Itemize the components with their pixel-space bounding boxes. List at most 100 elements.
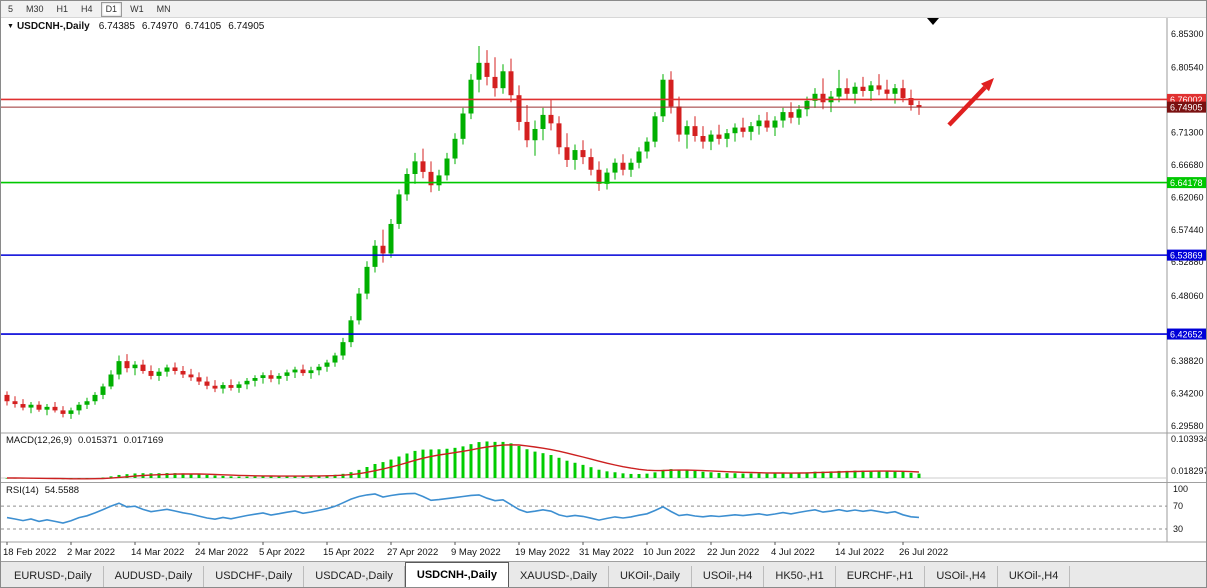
rsi-axis-label: 70 xyxy=(1173,501,1183,511)
candle xyxy=(476,62,482,80)
macd-value-2: 0.017169 xyxy=(123,435,164,446)
tab-eurusd-daily[interactable]: EURUSD-,Daily xyxy=(3,566,104,587)
timeframe-5[interactable]: 5 xyxy=(8,3,14,14)
macd-bar xyxy=(893,471,897,478)
macd-bar xyxy=(429,449,433,478)
candle xyxy=(740,127,746,132)
candle xyxy=(276,375,282,379)
candle xyxy=(340,342,346,356)
candle xyxy=(516,95,522,122)
macd-bar xyxy=(493,441,497,478)
trend-arrow[interactable] xyxy=(947,78,994,127)
candle xyxy=(804,100,810,110)
candle xyxy=(636,151,642,163)
tab-eurchf-h1[interactable]: EURCHF-,H1 xyxy=(836,566,926,587)
macd-bar xyxy=(589,467,593,478)
macd-bar xyxy=(605,471,609,478)
candle xyxy=(852,86,858,94)
date-axis-label: 10 Jun 2022 xyxy=(643,547,695,558)
tab-ukoil-daily[interactable]: UKOil-,Daily xyxy=(609,566,692,587)
timeframe-h4[interactable]: H4 xyxy=(81,3,93,14)
macd-bar xyxy=(413,450,417,478)
macd-bar xyxy=(213,475,217,478)
macd-bar xyxy=(101,477,105,479)
candle xyxy=(84,401,90,405)
tab-usdcnh-daily[interactable]: USDCNH-,Daily xyxy=(404,562,509,587)
candle xyxy=(580,150,586,158)
macd-bar xyxy=(725,473,729,478)
macd-bar xyxy=(621,473,625,478)
macd-bar xyxy=(861,470,865,478)
macd-bar xyxy=(277,476,281,478)
price-axis-label: 6.29580 xyxy=(1171,421,1204,431)
macd-bar xyxy=(653,472,657,478)
macd-bar xyxy=(109,476,113,478)
macd-bar xyxy=(869,470,873,478)
candle xyxy=(564,147,570,160)
candle xyxy=(388,223,394,254)
candle xyxy=(452,138,458,159)
macd-bar xyxy=(157,473,161,478)
candle xyxy=(116,361,122,375)
rsi-axis-label: 30 xyxy=(1173,524,1183,534)
price-badge xyxy=(1167,101,1206,113)
chart-canvas[interactable]: 6.85300 6.80540 6.71300 6.66680 6.62060 6.574… xyxy=(1,1,1207,563)
candle xyxy=(108,374,114,387)
candle xyxy=(396,194,402,224)
tab-usoil-h4[interactable]: USOil-,H4 xyxy=(925,566,998,587)
candle xyxy=(188,374,194,378)
candle xyxy=(540,114,546,129)
macd-bar xyxy=(341,473,345,478)
macd-bar xyxy=(509,443,513,478)
macd-bar xyxy=(317,475,321,478)
candle xyxy=(460,113,466,139)
price-axis-label: 6.66680 xyxy=(1171,160,1204,170)
timeframe-m30[interactable]: M30 xyxy=(26,3,44,14)
rsi-value: 54.5588 xyxy=(44,485,80,496)
high-value: 6.74970 xyxy=(141,21,179,32)
candle xyxy=(164,367,170,372)
candle xyxy=(228,385,234,388)
macd-value-1: 0.015371 xyxy=(78,435,118,446)
timeframe-w1[interactable]: W1 xyxy=(130,3,144,14)
rsi-axis-label: 100 xyxy=(1173,484,1188,494)
timeframe-d1[interactable]: D1 xyxy=(100,1,123,17)
macd-bar xyxy=(181,473,185,478)
macd-bar xyxy=(549,455,553,478)
price-badge-label: 6.53869 xyxy=(1170,251,1203,261)
macd-bar xyxy=(789,473,793,478)
candle xyxy=(100,386,106,395)
tab-usdchf-daily[interactable]: USDCHF-,Daily xyxy=(204,566,305,587)
date-axis-label: 9 May 2022 xyxy=(451,547,501,558)
macd-panel xyxy=(1,441,1167,480)
date-axis-label: 22 Jun 2022 xyxy=(707,547,759,558)
price-axis-label: 6.52880 xyxy=(1171,257,1204,267)
tab-xauusd-daily[interactable]: XAUUSD-,Daily xyxy=(509,566,609,587)
candle xyxy=(668,79,674,107)
price-badge-label: 6.74905 xyxy=(1170,103,1203,113)
candle xyxy=(628,162,634,170)
candle xyxy=(612,162,618,173)
tab-audusd-daily[interactable]: AUDUSD-,Daily xyxy=(104,566,205,587)
collapse-icon[interactable]: ▼ xyxy=(7,23,14,30)
tab-usdcad-daily[interactable]: USDCAD-,Daily xyxy=(304,566,405,587)
macd-bar xyxy=(477,442,481,478)
candle xyxy=(68,410,74,414)
tab-hk50-h1[interactable]: HK50-,H1 xyxy=(764,566,836,587)
candle xyxy=(644,141,650,152)
timeframe-h1[interactable]: H1 xyxy=(56,3,69,14)
macd-bar xyxy=(773,473,777,478)
candle xyxy=(212,385,218,389)
tab-usoil-h4[interactable]: USOil-,H4 xyxy=(692,566,765,587)
candle xyxy=(404,174,410,195)
triangle-down-marker-icon[interactable] xyxy=(927,18,939,25)
price-badge xyxy=(1167,328,1206,340)
tab-ukoil-h4[interactable]: UKOil-,H4 xyxy=(998,566,1071,587)
timeframe-mn[interactable]: MN xyxy=(156,3,171,14)
candle xyxy=(36,404,42,410)
candle xyxy=(260,375,266,379)
candle xyxy=(140,364,146,371)
macd-bar xyxy=(293,475,297,478)
macd-bar xyxy=(797,472,801,478)
